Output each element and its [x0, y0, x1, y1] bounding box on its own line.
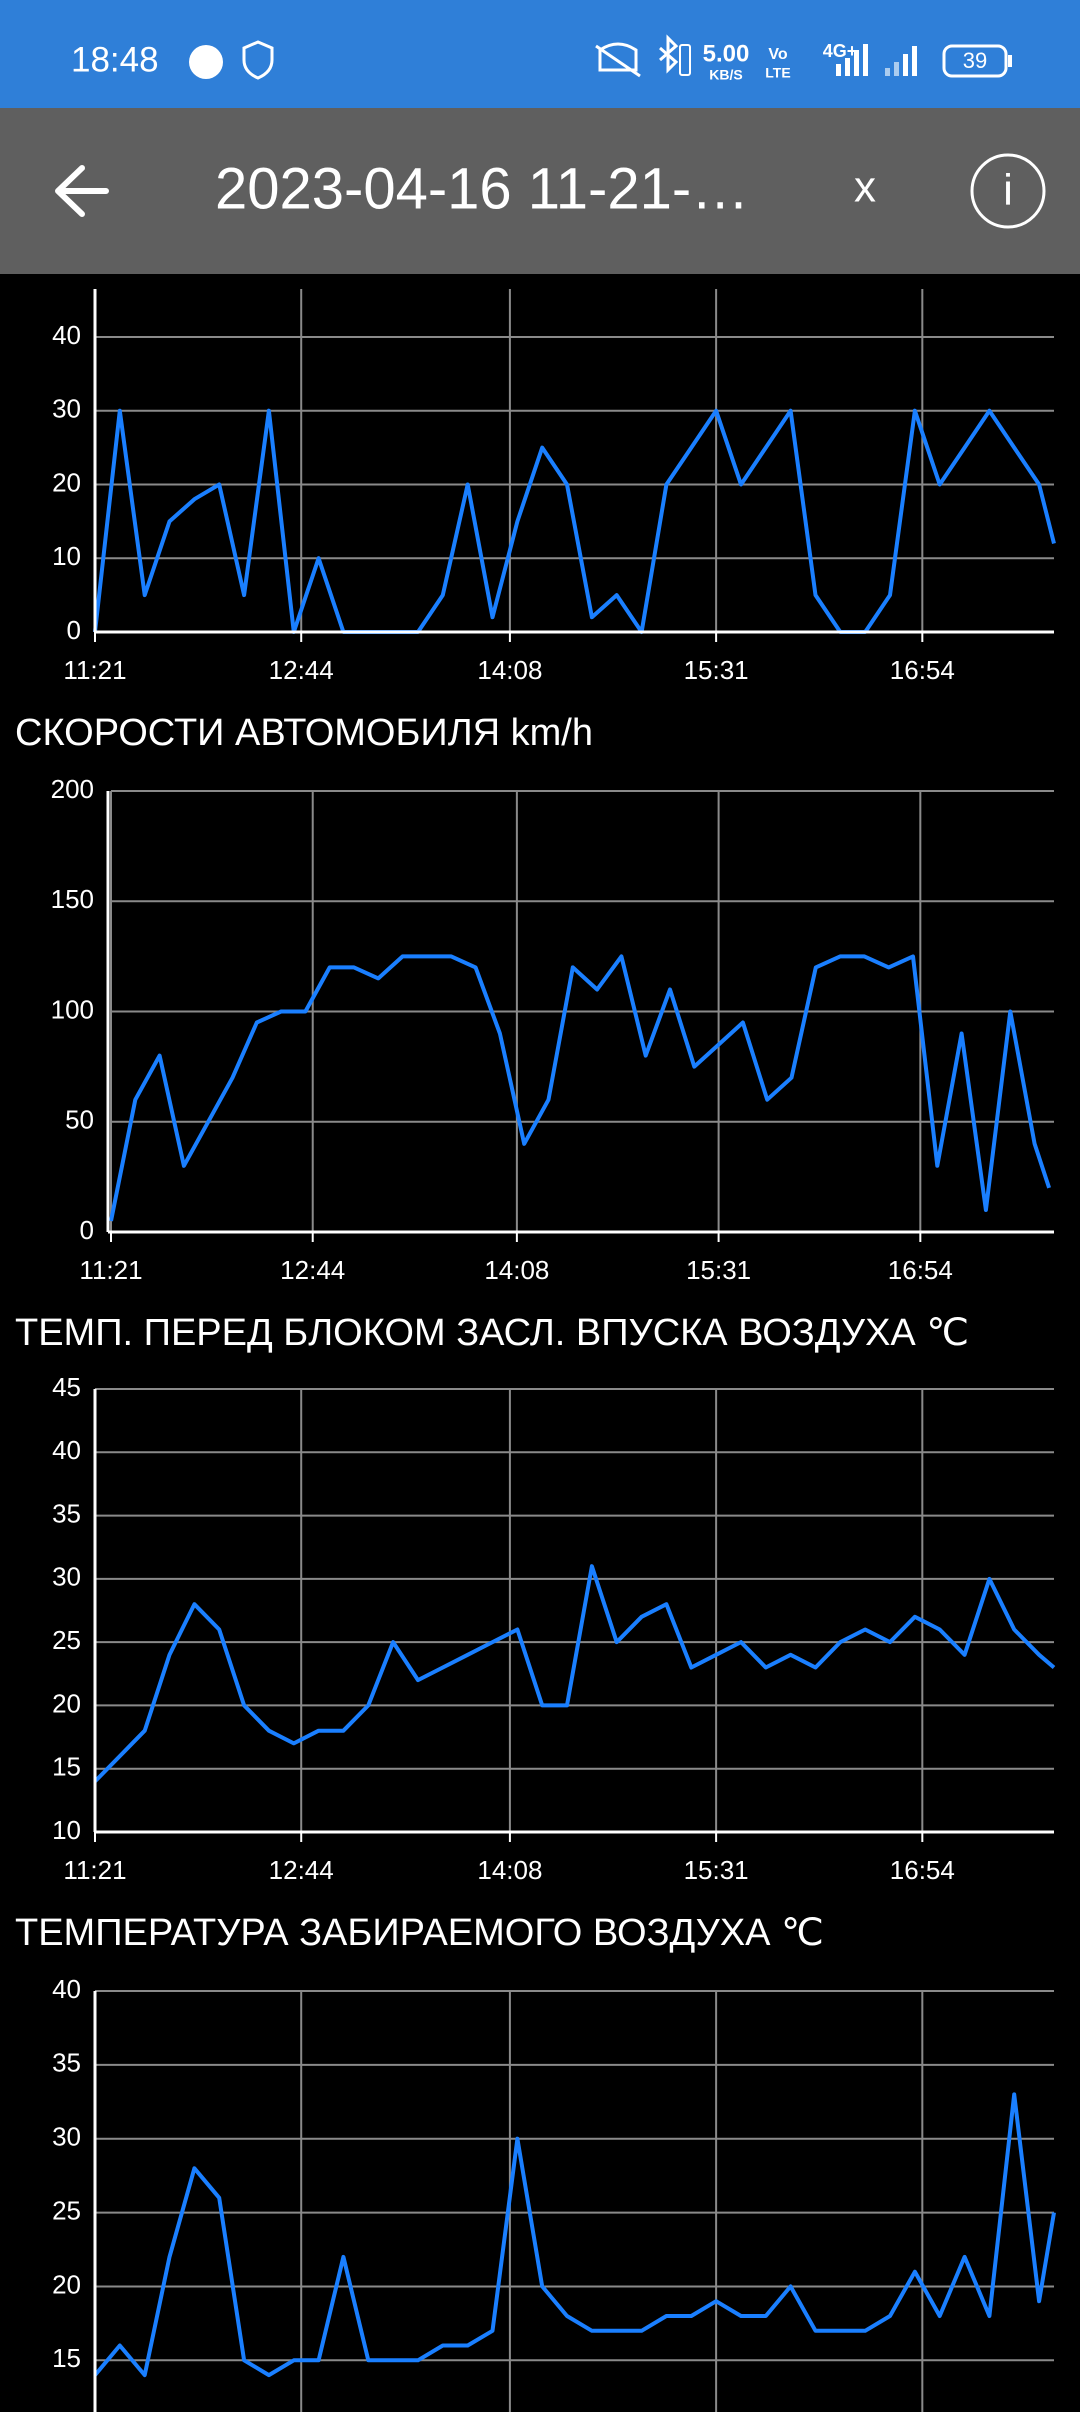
status-bar: [0, 0, 1080, 108]
x-tick-label: 11:21: [63, 655, 126, 685]
y-tick-label: 20: [52, 1688, 81, 1718]
shield-icon: [242, 40, 274, 80]
y-tick-label: 200: [51, 774, 94, 804]
x-tick-label: 15:31: [684, 1855, 749, 1885]
x-tick-label: 12:44: [280, 1255, 345, 1285]
chart-title: ТЕМП. ПЕРЕД БЛОКОМ ЗАСЛ. ВПУСКА ВОЗДУХА …: [15, 1312, 969, 1354]
y-tick-label: 150: [51, 884, 94, 914]
x-tick-label: 16:54: [890, 1855, 955, 1885]
y-tick-label: 15: [52, 2343, 81, 2373]
net-speed: 5.00: [703, 40, 750, 67]
x-tick-label: 11:21: [63, 1855, 126, 1885]
data-line: [109, 954, 1051, 1222]
x-tick-label: 14:08: [477, 655, 542, 685]
battery-level: 39: [963, 48, 987, 73]
x-tick-label: 15:31: [686, 1255, 751, 1285]
x-tick-label: 16:54: [890, 655, 955, 685]
battery-tip: [1008, 55, 1012, 67]
y-tick-label: 40: [52, 320, 81, 350]
signal-icons: [836, 44, 917, 76]
y-tick-label: 15: [52, 1752, 81, 1782]
y-tick-label: 10: [52, 1815, 81, 1845]
app-icon: [189, 45, 223, 79]
x-tick-label: 14:08: [477, 1855, 542, 1885]
network-type: 4G+: [823, 41, 858, 61]
y-tick-label: 10: [52, 541, 81, 571]
data-line: [93, 408, 1056, 634]
x-tick-label: 16:54: [888, 1255, 953, 1285]
y-tick-label: 25: [52, 2195, 81, 2225]
y-tick-label: 35: [52, 1498, 81, 1528]
toolbar-title: 2023-04-16 11-21-…: [215, 156, 749, 221]
close-button[interactable]: x: [854, 163, 876, 212]
y-tick-label: 0: [80, 1215, 94, 1245]
chart-title: СКОРОСТИ АВТОМОБИЛЯ km/h: [15, 712, 593, 754]
back-button[interactable]: [55, 165, 109, 217]
y-tick-label: 100: [51, 994, 94, 1024]
toolbar: [0, 108, 1080, 274]
y-tick-label: 0: [67, 615, 81, 645]
info-label: i: [1003, 166, 1013, 215]
data-line: [93, 1564, 1056, 1783]
y-tick-label: 30: [52, 2122, 81, 2152]
volte-bottom: LTE: [765, 65, 790, 81]
info-button[interactable]: [970, 153, 1046, 229]
y-tick-label: 50: [65, 1105, 94, 1135]
battery-icon: [942, 44, 1008, 78]
battery-small-icon: [679, 44, 691, 76]
x-tick-label: 12:44: [269, 1855, 334, 1885]
mute-icon: [595, 42, 641, 78]
y-tick-label: 40: [52, 1974, 81, 2004]
bluetooth-icon: [659, 34, 679, 74]
x-tick-label: 14:08: [484, 1255, 549, 1285]
x-tick-label: 11:21: [79, 1255, 142, 1285]
chart-title: ТЕМПЕРАТУРА ЗАБИРАЕМОГО ВОЗДУХА ℃: [15, 1912, 824, 1954]
x-tick-label: 12:44: [269, 655, 334, 685]
net-speed-unit: KB/S: [709, 67, 742, 83]
y-tick-label: 20: [52, 2269, 81, 2299]
x-tick-label: 15:31: [684, 655, 749, 685]
y-tick-label: 40: [52, 1435, 81, 1465]
data-line: [93, 2092, 1056, 2378]
y-tick-label: 30: [52, 1562, 81, 1592]
volte-top: Vo: [768, 46, 787, 63]
y-tick-label: 25: [52, 1625, 81, 1655]
y-tick-label: 45: [52, 1372, 81, 1402]
y-tick-label: 20: [52, 467, 81, 497]
y-tick-label: 30: [52, 394, 81, 424]
status-time: 18:48: [71, 40, 159, 79]
y-tick-label: 35: [52, 2048, 81, 2078]
